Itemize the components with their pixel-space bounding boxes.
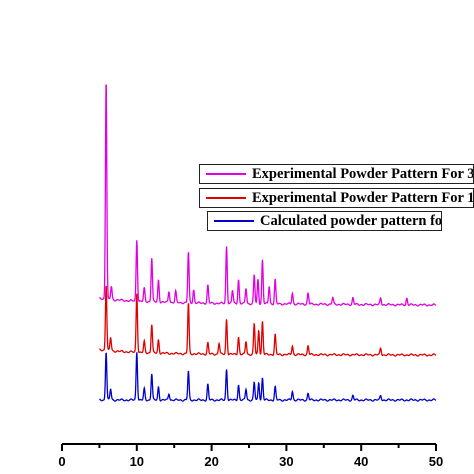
legend-line-magenta-icon bbox=[206, 173, 246, 175]
legend-label: Experimental Powder Pattern For 1 bbox=[252, 189, 474, 206]
x-tick-label: 0 bbox=[58, 454, 65, 469]
x-tick-label: 20 bbox=[204, 454, 218, 469]
legend-line-red-icon bbox=[206, 197, 246, 199]
x-axis: 0 10 20 30 40 50 bbox=[58, 443, 443, 469]
series-line-2 bbox=[99, 352, 437, 402]
legend-item-experimental-1: Experimental Powder Pattern For 1 bbox=[199, 188, 474, 208]
series-line-1 bbox=[99, 285, 437, 357]
x-tick-label: 30 bbox=[279, 454, 293, 469]
legend-item-experimental-3: Experimental Powder Pattern For 3 bbox=[199, 164, 474, 184]
series-line-0 bbox=[99, 84, 437, 307]
x-tick-label: 50 bbox=[429, 454, 443, 469]
x-tick-label: 40 bbox=[354, 454, 368, 469]
x-tick-label: 10 bbox=[130, 454, 144, 469]
legend-label: Calculated powder pattern for 1 bbox=[260, 212, 442, 229]
legend-item-calculated-1: Calculated powder pattern for 1 bbox=[207, 211, 442, 231]
legend-label: Experimental Powder Pattern For 3 bbox=[252, 165, 474, 182]
legend-line-blue-icon bbox=[214, 220, 254, 222]
series-layer bbox=[99, 84, 437, 402]
